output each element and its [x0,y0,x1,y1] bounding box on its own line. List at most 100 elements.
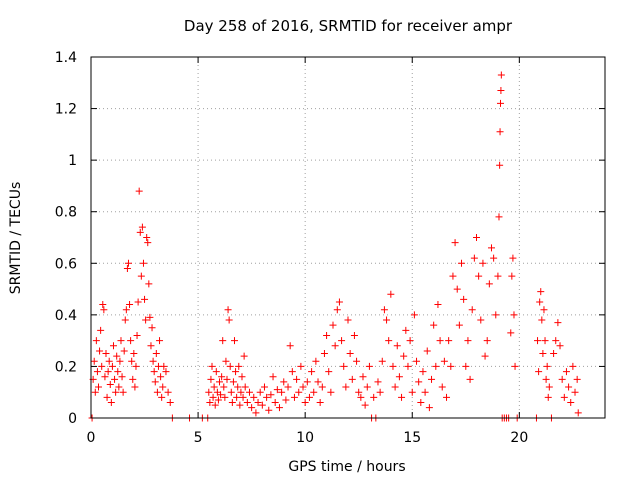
data-point [475,272,483,280]
data-point [208,362,216,370]
data-point [206,399,214,407]
data-point [389,362,397,370]
data-point [127,337,135,345]
data-point [149,357,157,365]
data-point [101,373,109,381]
data-point [222,357,230,365]
data-point [218,373,226,381]
data-point [252,409,260,417]
data-point [329,321,337,329]
x-tick-label: 10 [296,430,314,446]
data-point [316,399,324,407]
data-point [225,316,233,324]
data-point [552,337,560,345]
data-point [96,347,104,355]
data-point [102,350,110,358]
data-point [258,401,266,409]
data-point [508,272,516,280]
data-point [93,368,101,376]
data-point [153,388,161,396]
data-point [327,388,335,396]
data-point [128,357,136,365]
data-point [348,375,356,383]
axis-ticks [90,56,605,419]
data-point [240,352,248,360]
data-point [265,406,273,414]
data-point [158,393,166,401]
data-point [133,331,141,339]
data-point [227,388,235,396]
data-point [123,264,131,272]
data-point [99,301,107,309]
data-point [134,298,142,306]
data-point [217,391,225,399]
data-point [295,388,303,396]
y-tick-label: 0.4 [55,308,77,324]
data-point [211,401,219,409]
data-point [111,375,119,383]
data-point [462,362,470,370]
data-point [494,272,502,280]
data-point [573,375,581,383]
data-point [415,378,423,386]
data-point [117,337,125,345]
data-point [90,357,98,365]
data-point [148,324,156,332]
data-point [245,388,253,396]
data-point [122,306,130,314]
data-point [428,375,436,383]
data-point [92,337,100,345]
data-point [299,383,307,391]
data-point [209,393,217,401]
data-point [116,357,124,365]
data-point [273,386,281,394]
data-point [543,362,551,370]
data-point [269,373,277,381]
data-point [137,272,145,280]
data-point [136,228,144,236]
x-axis-label: GPS time / hours [288,459,405,475]
data-point [98,362,106,370]
data-point [256,388,264,396]
data-point [361,401,369,409]
data-point [443,393,451,401]
data-point [417,399,425,407]
data-point [280,378,288,386]
data-point [288,368,296,376]
data-point [574,409,582,417]
data-point [560,393,568,401]
data-point [359,373,367,381]
data-point [344,316,352,324]
data-point [207,375,215,383]
data-point [540,306,548,314]
data-point [147,342,155,350]
data-point [535,368,543,376]
data-point [449,272,457,280]
data-point [406,337,414,345]
data-point [254,399,262,407]
data-point [320,350,328,358]
data-point [376,388,384,396]
data-point [241,383,249,391]
data-point [400,352,408,360]
x-tick-label: 15 [403,430,421,446]
data-point [226,362,234,370]
data-point [143,234,151,241]
data-point [398,393,406,401]
data-point [404,362,412,370]
data-point [481,352,489,360]
data-point [497,71,505,79]
data-point [331,342,339,350]
data-point [114,368,122,376]
y-tick-label: 1 [68,153,77,169]
data-point [423,347,431,355]
data-point [569,362,577,370]
y-tick-label: 0.8 [55,205,77,221]
data-point [554,319,562,327]
data-point [458,259,466,267]
data-point [146,313,154,321]
data-point [142,316,150,324]
y-tick-label: 1.4 [55,50,77,66]
data-point [340,362,348,370]
data-point [131,383,139,391]
